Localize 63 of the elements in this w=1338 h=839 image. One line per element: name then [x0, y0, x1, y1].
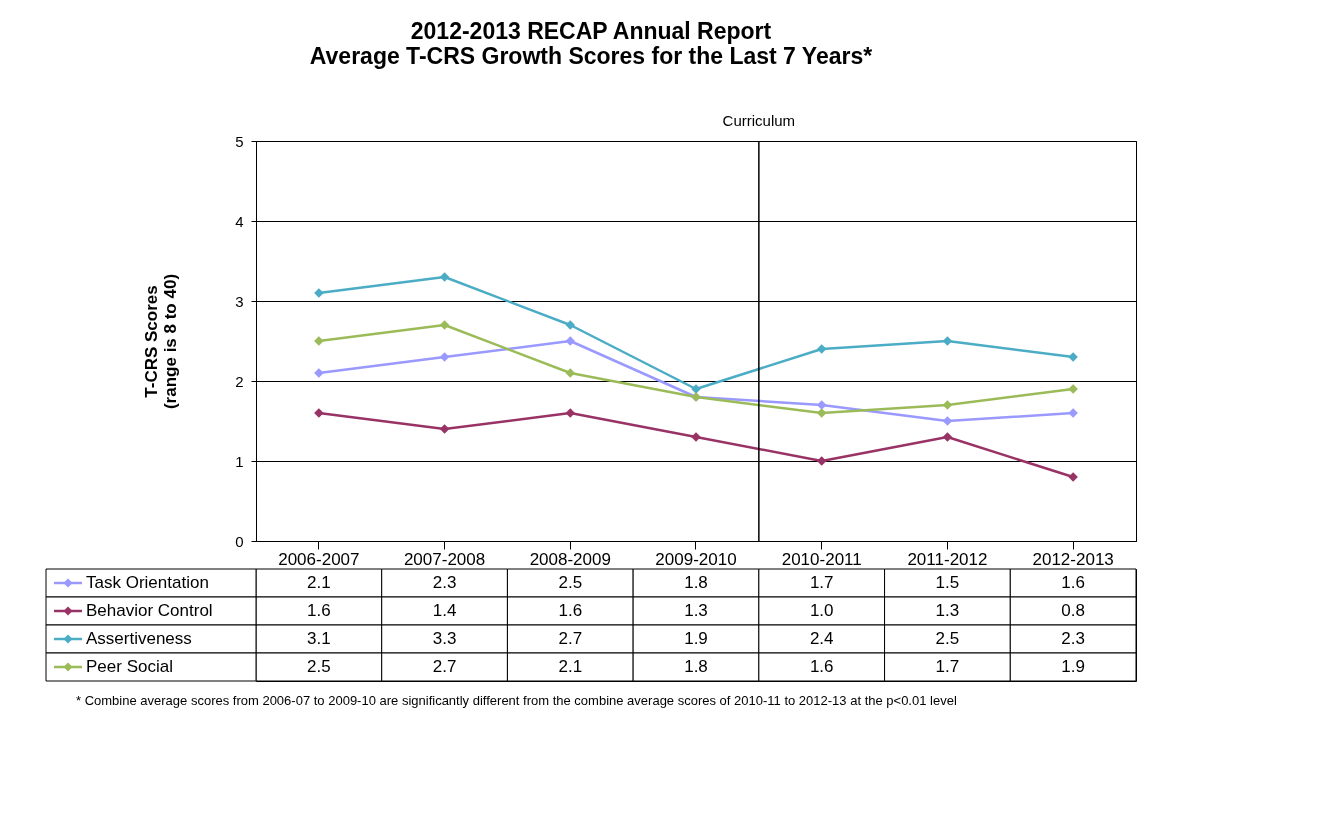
y-tick-label: 0 — [235, 532, 244, 550]
data-label: 1.5 — [935, 573, 960, 592]
data-label: 3.1 — [307, 629, 331, 648]
point — [565, 408, 576, 418]
y-tick-label: 5 — [235, 132, 244, 150]
data-label: 1.6 — [307, 601, 331, 620]
point — [816, 344, 827, 354]
data-label: 1.6 — [809, 657, 834, 676]
data-label: 1.9 — [684, 629, 708, 648]
legend-label: Task Orientation — [86, 573, 209, 592]
data-label: 2.5 — [558, 573, 583, 592]
point — [439, 424, 450, 434]
data-label: 2.3 — [1061, 629, 1085, 648]
data-label: 1.6 — [558, 601, 583, 620]
ref-line-label: Curriculum — [722, 112, 796, 129]
data-label: 1.0 — [809, 601, 834, 620]
point — [565, 336, 576, 346]
point — [565, 368, 576, 378]
point — [439, 352, 450, 362]
data-label: 1.8 — [684, 657, 708, 676]
point — [942, 336, 953, 346]
data-label: 2.3 — [432, 573, 457, 592]
point — [942, 432, 953, 442]
data-label: 2.4 — [809, 629, 834, 648]
x-tick-label: 2007-2008 — [403, 549, 486, 569]
y-tick-label: 3 — [235, 292, 244, 310]
data-label: 1.3 — [935, 601, 960, 620]
data-label: 1.7 — [935, 657, 960, 676]
data-label: 1.6 — [1061, 573, 1085, 592]
data-label: 2.7 — [432, 657, 457, 676]
data-label: 1.7 — [809, 573, 834, 592]
y-tick-label: 4 — [235, 212, 244, 230]
y-axis-title: T-CRS Scores (range is 8 to 40) — [142, 273, 181, 410]
data-label: 1.9 — [1061, 657, 1085, 676]
data-label: 2.5 — [307, 657, 331, 676]
legend-label: Assertiveness — [86, 629, 192, 648]
text: * Combine average scores from 2006-07 to 2009-10 are significantly different from the combine average scores of 2010-11 to 2012-13 at the p<0.01 level — [76, 693, 957, 708]
text: 2012-2013 RECAP Annual Report — [410, 17, 772, 44]
x-tick-label: 2011-2012 — [907, 549, 988, 569]
data-label: 0.8 — [1061, 601, 1085, 620]
data-label: 1.8 — [684, 573, 708, 592]
point — [565, 320, 576, 330]
point — [439, 272, 450, 282]
point — [816, 456, 827, 466]
x-tick-label: 2008-2009 — [529, 549, 611, 569]
y-tick-label: 2 — [235, 372, 244, 390]
data-label: 2.5 — [935, 629, 960, 648]
point — [942, 400, 953, 410]
data-label: 2.1 — [307, 573, 331, 592]
legend-label: Behavior Control — [86, 601, 213, 620]
data-label: 3.3 — [432, 629, 457, 648]
point — [816, 408, 827, 418]
data-label: 1.4 — [432, 601, 457, 620]
data-label: 2.1 — [558, 657, 583, 676]
x-tick-label: 2006-2007 — [278, 549, 360, 569]
x-tick-label: 2009-2010 — [655, 549, 737, 569]
x-tick-label: 2010-2011 — [781, 549, 862, 569]
y-tick-label: 1 — [235, 452, 244, 470]
point — [439, 320, 450, 330]
data-label: 1.3 — [684, 601, 708, 620]
legend-label: Peer Social — [86, 657, 173, 676]
data-label: 2.7 — [558, 629, 583, 648]
x-tick-label: 2012-2013 — [1032, 549, 1114, 569]
